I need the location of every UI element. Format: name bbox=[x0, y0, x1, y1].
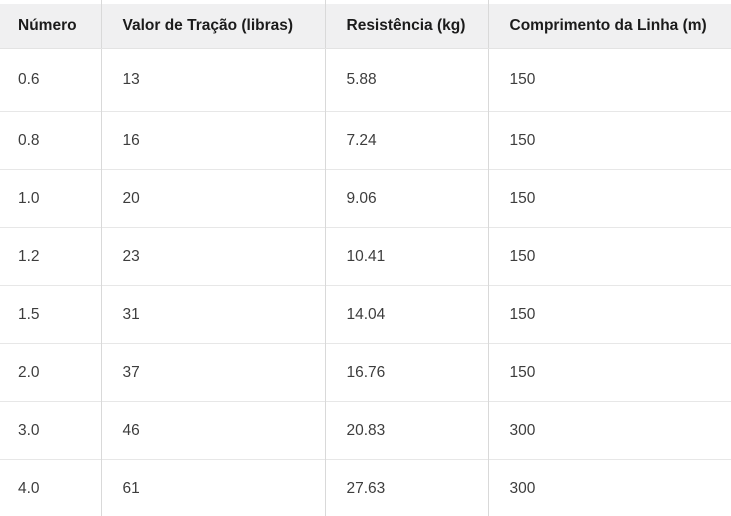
cell-valor-tracao: 13 bbox=[101, 48, 326, 112]
cell-numero: 2.0 bbox=[0, 343, 102, 402]
column-header-resistencia: Resistência (kg) bbox=[325, 4, 489, 49]
cell-valor-tracao: 20 bbox=[101, 169, 326, 228]
cell-valor-tracao: 16 bbox=[101, 111, 326, 170]
cell-numero: 1.2 bbox=[0, 227, 102, 286]
cell-numero: 4.0 bbox=[0, 459, 102, 516]
column-header-valor-tracao: Valor de Tração (libras) bbox=[101, 4, 326, 49]
cell-valor-tracao: 61 bbox=[101, 459, 326, 516]
column-header-numero: Número bbox=[0, 4, 102, 49]
cell-comprimento: 300 bbox=[488, 459, 731, 516]
spacer-cell bbox=[0, 0, 102, 4]
cell-resistencia: 9.06 bbox=[325, 169, 489, 228]
header-row: Número Valor de Tração (libras) Resistên… bbox=[0, 4, 731, 49]
column-header-comprimento: Comprimento da Linha (m) bbox=[488, 4, 731, 49]
cell-valor-tracao: 31 bbox=[101, 285, 326, 344]
cell-numero: 0.8 bbox=[0, 111, 102, 170]
spacer-cell bbox=[325, 0, 489, 4]
cell-resistencia: 14.04 bbox=[325, 285, 489, 344]
cell-comprimento: 150 bbox=[488, 285, 731, 344]
cell-resistencia: 27.63 bbox=[325, 459, 489, 516]
cell-comprimento: 150 bbox=[509, 71, 536, 88]
cell-resistencia: 10.41 bbox=[325, 227, 489, 286]
cell-valor-tracao: 37 bbox=[101, 343, 326, 402]
cell-valor-tracao: 23 bbox=[101, 227, 326, 286]
cell-comprimento: 150 bbox=[488, 111, 731, 170]
cell-comprimento: 150 bbox=[488, 227, 731, 286]
table-row: 2.0 37 16.76 150 bbox=[0, 343, 731, 402]
table-row: 1.2 23 10.41 150 bbox=[0, 227, 731, 286]
cell-numero: 1.0 bbox=[0, 169, 102, 228]
cell-resistencia: 5.88 bbox=[325, 48, 489, 112]
cell-comprimento: 300 bbox=[488, 401, 731, 460]
table-row: 1.0 20 9.06 150 bbox=[0, 169, 731, 228]
table-row: 3.0 46 20.83 300 bbox=[0, 401, 731, 460]
cell-resistencia: 20.83 bbox=[325, 401, 489, 460]
table-row: 0.8 16 7.24 150 bbox=[0, 111, 731, 170]
cell-resistencia: 7.24 bbox=[325, 111, 489, 170]
cell-numero: 1.5 bbox=[0, 285, 102, 344]
cell-resistencia: 16.76 bbox=[325, 343, 489, 402]
cell-comprimento: 150 bbox=[488, 169, 731, 228]
cell-valor-tracao: 46 bbox=[101, 401, 326, 460]
table-row: 0.6 13 5.88 150 bbox=[0, 48, 731, 112]
spacer-cell bbox=[488, 0, 731, 4]
top-spacer-row bbox=[0, 0, 731, 4]
table-row: 4.0 61 27.63 300 bbox=[0, 459, 731, 516]
spacer-cell bbox=[101, 0, 326, 4]
table-row: 1.5 31 14.04 150 bbox=[0, 285, 731, 344]
cell-numero: 3.0 bbox=[0, 401, 102, 460]
cell-comprimento: 150 bbox=[488, 343, 731, 402]
cell-numero: 0.6 bbox=[0, 48, 102, 112]
